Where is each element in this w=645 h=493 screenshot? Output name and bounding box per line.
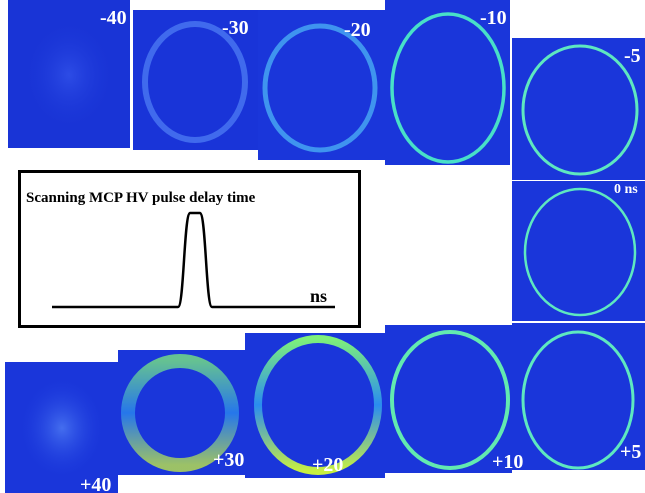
panel-label: -10 [480,7,507,29]
panel-label: -20 [344,19,371,41]
panel-label: 0 ns [614,182,638,197]
panel: -20 [258,10,385,160]
panel: +20 [245,333,385,478]
panel-label: -30 [222,17,249,39]
panel-label: +10 [492,451,523,473]
panel-label: +30 [213,449,244,471]
inset-title: Scanning MCP HV pulse delay time [26,190,256,206]
panel: +30 [118,350,245,475]
panel: -40 [8,0,130,148]
panel: +5 [512,323,645,470]
panel: 0 ns [512,181,645,321]
panel-label: +20 [312,454,343,476]
inset: Scanning MCP HV pulse delay time ns [18,170,361,328]
panel: -30 [133,10,258,150]
panel-label: -5 [624,45,641,67]
panel: -10 [385,0,510,165]
inset-axis-label: ns [310,286,327,306]
panel-label: -40 [100,7,127,29]
panel-label: +5 [620,441,641,463]
panel-label: +40 [80,474,111,493]
pulse-curve [52,211,335,309]
panel: -5 [512,38,645,180]
panel: +40 [5,362,118,493]
panel: +10 [385,325,523,473]
